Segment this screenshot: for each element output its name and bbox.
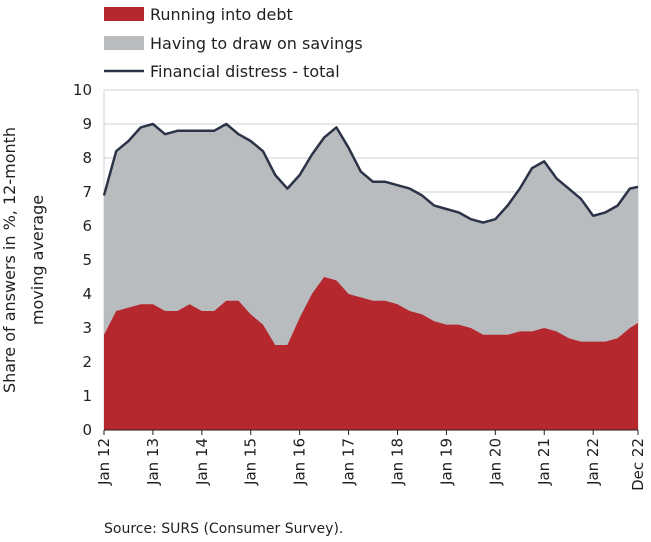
x-tick-label: Jan 20 xyxy=(486,438,504,486)
plot-area xyxy=(102,89,639,431)
y-tick-label: 4 xyxy=(82,285,92,303)
x-tick-label: Jan 14 xyxy=(193,438,211,486)
y-tick-label: 6 xyxy=(82,217,92,235)
x-tick-label: Dec 22 xyxy=(629,438,647,491)
y-axis-title-line1: Share of answers in %, 12-month xyxy=(0,127,19,393)
x-tick-label: Jan 12 xyxy=(95,438,113,486)
legend: Running into debt Having to draw on savi… xyxy=(104,5,363,81)
legend-label-debt: Running into debt xyxy=(150,5,293,24)
y-tick-label: 2 xyxy=(82,353,92,371)
x-tick-label: Jan 19 xyxy=(437,438,455,486)
x-tick-label: Jan 17 xyxy=(340,438,358,486)
y-tick-label: 0 xyxy=(82,421,92,439)
y-tick-label: 8 xyxy=(82,149,92,167)
legend-label-total: Financial distress - total xyxy=(150,62,340,81)
total-line xyxy=(102,122,639,224)
y-tick-label: 5 xyxy=(82,251,92,269)
source-note: Source: SURS (Consumer Survey). xyxy=(104,521,343,537)
legend-swatch-debt xyxy=(104,7,144,21)
legend-label-savings: Having to draw on savings xyxy=(150,34,363,53)
y-tick-label: 10 xyxy=(73,81,92,99)
x-tick-label: Jan 16 xyxy=(291,438,309,486)
y-tick-label: 7 xyxy=(82,183,92,201)
debt-area xyxy=(104,277,638,430)
x-tick-label: Jan 21 xyxy=(535,438,553,486)
y-axis-title-line2: moving average xyxy=(28,195,47,325)
x-tick-label: Jan 18 xyxy=(388,438,406,486)
x-axis: Jan 12 Jan 13 Jan 14 Jan 15 Jan 16 Jan 17 Jan … xyxy=(95,430,647,491)
y-tick-label: 9 xyxy=(82,115,92,133)
x-tick-label: Jan 22 xyxy=(584,438,602,486)
y-tick-label: 1 xyxy=(82,387,92,405)
y-tick-label: 3 xyxy=(82,319,92,337)
x-tick-label: Jan 15 xyxy=(242,438,260,486)
y-axis: 0 1 2 3 4 5 6 7 8 9 10 xyxy=(73,81,92,439)
x-tick-label: Jan 13 xyxy=(144,438,162,486)
legend-swatch-savings xyxy=(104,36,144,50)
